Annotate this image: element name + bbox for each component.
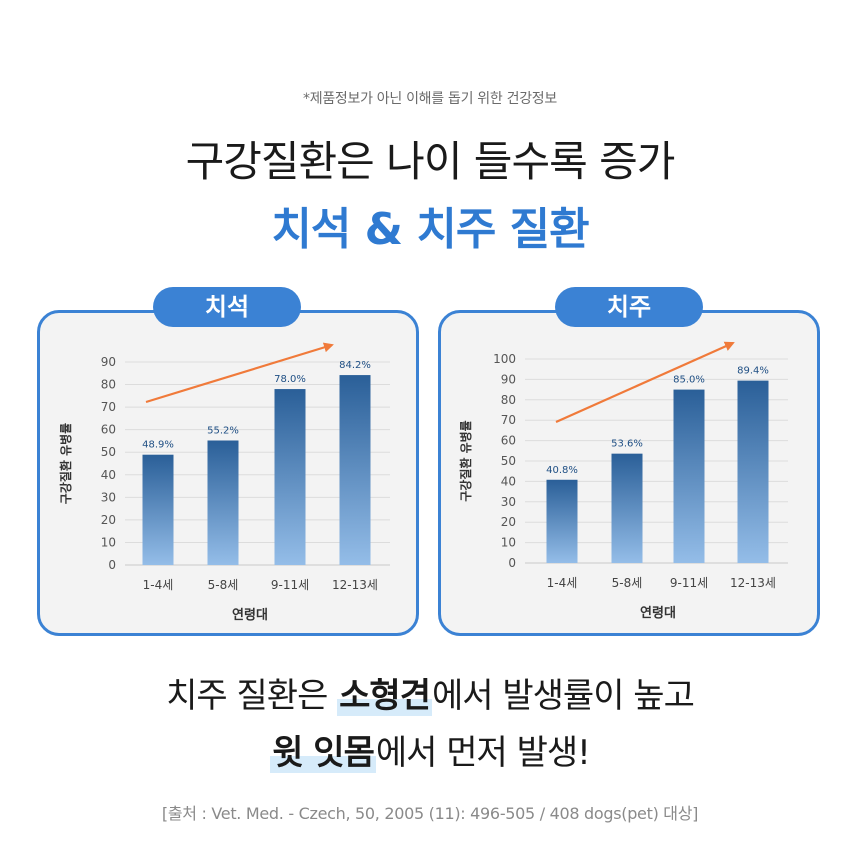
x-tick-label: 12-13세 (332, 578, 378, 592)
y-tick-label: 30 (501, 495, 516, 509)
x-tick-label: 9-11세 (670, 576, 708, 590)
data-label: 40.8% (546, 465, 578, 476)
bar-1 (546, 479, 578, 563)
y-tick-label: 70 (101, 400, 116, 414)
y-tick-label: 70 (501, 413, 516, 427)
summary-text: 에서 먼저 발생! (375, 733, 591, 773)
y-axis-label: 구강질환 유병률 (458, 420, 473, 501)
bar-3 (673, 389, 705, 563)
bar-4 (737, 380, 769, 563)
x-tick-label: 5-8세 (208, 578, 239, 592)
y-tick-label: 10 (501, 536, 516, 550)
y-tick-label: 90 (101, 355, 116, 369)
trend-arrow (555, 341, 735, 424)
data-label: 48.9% (142, 440, 174, 451)
data-label: 89.4% (737, 366, 769, 377)
trend-arrow (145, 342, 334, 404)
disclaimer: *제품정보가 아닌 이해를 돕기 위한 건강정보 (303, 91, 557, 107)
summary-text: 에서 발생률이 높고 (432, 676, 695, 716)
x-axis-label: 연령대 (232, 608, 268, 623)
page-subtitle: 치석 & 치주 질환 (271, 204, 589, 255)
y-tick-label: 20 (501, 515, 516, 529)
data-label: 85.0% (673, 375, 705, 386)
y-tick-label: 50 (101, 445, 116, 459)
y-tick-label: 0 (508, 556, 516, 570)
y-tick-label: 100 (493, 352, 516, 366)
x-tick-label: 9-11세 (271, 578, 309, 592)
data-label: 84.2% (339, 360, 371, 371)
y-tick-label: 60 (101, 423, 116, 437)
y-tick-label: 80 (501, 393, 516, 407)
page-title: 구강질환은 나이 들수록 증가 (185, 137, 676, 186)
bar-3 (274, 389, 306, 565)
source-citation: [출처 : Vet. Med. - Czech, 50, 2005 (11): … (161, 804, 699, 823)
summary-highlight-upper-gums: 윗 잇몸 (270, 733, 376, 773)
summary-highlight-small-dogs: 소형견 (337, 676, 432, 716)
y-tick-label: 50 (501, 454, 516, 468)
y-tick-label: 20 (101, 513, 116, 527)
y-tick-label: 0 (108, 558, 116, 572)
x-axis-label: 연령대 (640, 606, 676, 621)
summary-line-1: 치주 질환은 소형견에서 발생률이 높고 (0, 668, 860, 717)
y-tick-label: 90 (501, 372, 516, 386)
bar-1 (142, 454, 174, 565)
x-tick-label: 5-8세 (612, 576, 643, 590)
y-tick-label: 10 (101, 535, 116, 549)
data-label: 53.6% (611, 439, 643, 450)
x-tick-label: 12-13세 (730, 576, 776, 590)
data-label: 78.0% (274, 374, 306, 385)
bar-4 (339, 375, 371, 565)
y-tick-label: 30 (101, 490, 116, 504)
y-tick-label: 60 (501, 434, 516, 448)
summary-text: 치주 질환은 (166, 676, 338, 716)
chart-title-tartar: 치석 (153, 287, 301, 327)
bar-2 (611, 453, 643, 563)
summary-line-2: 윗 잇몸에서 먼저 발생! (0, 725, 860, 774)
y-tick-label: 40 (101, 468, 116, 482)
y-tick-label: 40 (501, 474, 516, 488)
chart-title-periodontal: 치주 (555, 287, 703, 327)
y-tick-label: 80 (101, 378, 116, 392)
x-tick-label: 1-4세 (143, 578, 174, 592)
y-axis-label: 구강질환 유병률 (58, 423, 73, 504)
data-label: 55.2% (207, 425, 239, 436)
x-tick-label: 1-4세 (547, 576, 578, 590)
bar-2 (207, 440, 239, 565)
